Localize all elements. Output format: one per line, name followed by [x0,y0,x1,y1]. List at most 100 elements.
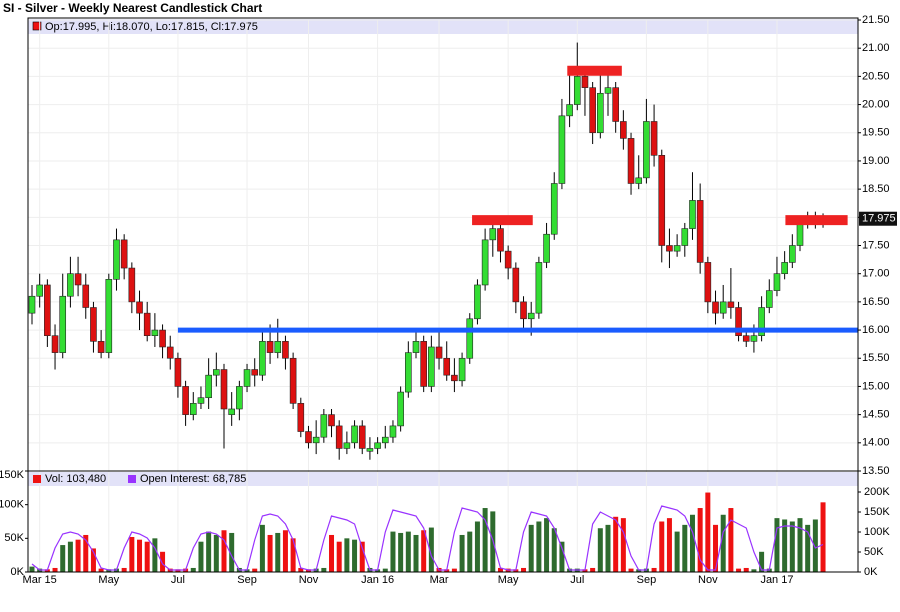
candle-body [220,369,228,410]
candle-body [620,121,627,139]
volume-bar [682,524,688,572]
volume-bar [597,528,603,572]
candle-body [151,329,159,336]
volume-bar [720,514,726,572]
volume-bar [797,518,803,572]
candle-body [742,335,750,342]
candle-body [497,228,504,252]
volume-bar [137,539,143,572]
candle-body [405,352,412,393]
candle-body [727,301,735,308]
volume-bar [83,534,89,572]
volume-bar [67,541,73,572]
volume-bar [90,548,96,572]
x-tick-label: May [98,574,119,586]
header-ohlc: Op:17.995, Hi:18.070, Lo:17.815, Cl:17.9… [45,21,258,33]
y-tick-label: 14.50 [862,409,890,421]
volume-bar [259,524,265,572]
volume-bar [75,539,81,572]
volume-bar [190,567,196,572]
candle-body [796,222,804,246]
volume-bar [29,566,35,572]
x-tick-label: Jan 17 [760,574,793,586]
volume-header-band [28,472,858,486]
candle-body [259,341,266,376]
volume-bar [52,567,58,572]
volume-bar [651,567,657,572]
candle-body [481,239,489,286]
volume-bar [697,508,703,572]
volume-bar [782,519,788,572]
candle-body [82,284,90,308]
volume-bar [206,531,212,572]
candle-body [451,374,458,382]
candle-body [120,239,128,269]
candle-body [666,245,673,252]
candle-body [397,391,404,427]
candle-body [558,115,566,184]
y-tick-label: 21.50 [862,14,890,26]
candle-body [189,403,197,415]
candle-body [59,295,67,353]
legend-swatch [128,475,136,483]
y-tick-label: 20.00 [862,98,890,110]
volume-bar [175,569,181,572]
candle-body [67,273,74,297]
candle-body [543,233,550,263]
volume-bar [221,530,227,572]
volume-bar [213,534,219,572]
volume-bar [666,518,672,572]
candle-body [143,312,151,336]
candle-body [458,357,466,382]
volume-bar [559,541,565,572]
candle-body [589,87,596,134]
candle-body [658,155,666,246]
volume-bar [728,508,734,572]
volume-bar [428,527,434,572]
y2-tick-label: 50K [864,546,884,558]
candle-body [504,250,512,269]
candle-body [312,436,320,444]
candle-body [412,341,420,353]
x-tick-label: May [498,574,519,586]
volume-tick-label: 0K [11,566,25,578]
candle-body [750,335,758,342]
volume-bar [305,569,311,572]
candle-body [520,301,527,320]
volume-bar [290,538,296,572]
y-tick-label: 17.00 [862,268,890,280]
y-tick-label: 19.00 [862,155,890,167]
candle-body [343,442,351,449]
volume-bar [689,514,695,572]
volume-bar [44,569,50,572]
volume-bar [451,568,457,572]
volume-bar [474,521,480,572]
volume-bar [375,569,381,572]
candle-body [51,335,59,353]
y-tick-label: 14.00 [862,437,890,449]
volume-bar [613,516,619,572]
candle-body [765,290,773,308]
candle-body [44,284,51,336]
x-tick-label: Jul [570,574,584,586]
candle-body [36,284,43,297]
volume-bar [467,531,473,572]
volume-bar [582,569,588,572]
volume-bar [413,534,419,572]
volume-bar [736,568,742,572]
volume-bar [482,508,488,572]
y-tick-label: 16.50 [862,296,890,308]
volume-bar [60,545,66,572]
candle-body [381,436,389,444]
volume-bar [275,532,281,572]
y-tick-label: 15.50 [862,352,890,364]
volume-bar [252,568,258,572]
volume-bar [98,568,104,572]
volume-bar [298,567,304,572]
candle-body [159,329,166,348]
candle-body [689,200,696,229]
volume-bar [405,531,411,572]
volume-bar [160,551,166,572]
volume-bar [144,541,150,572]
